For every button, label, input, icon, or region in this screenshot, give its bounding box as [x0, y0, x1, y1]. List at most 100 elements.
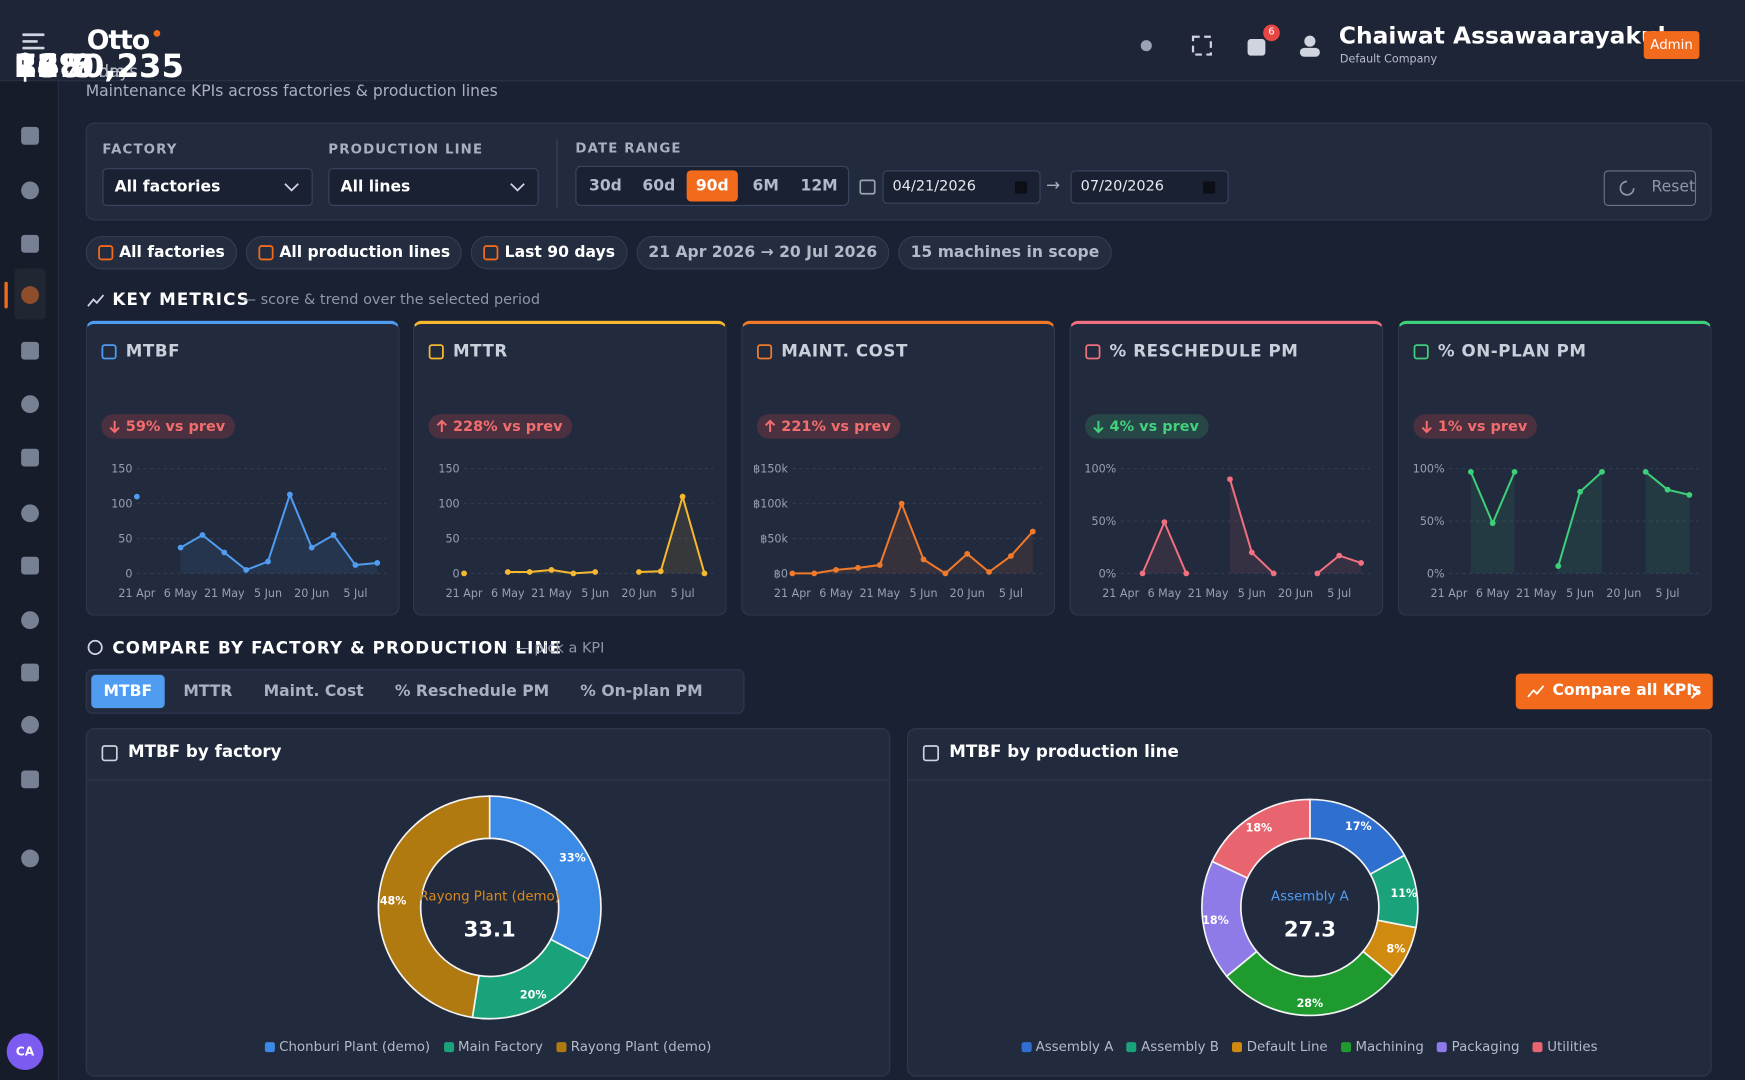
legend-text: Packaging: [1451, 1038, 1520, 1055]
point: [1642, 468, 1649, 475]
nav-active: [4, 281, 8, 309]
menu-line: [22, 40, 38, 43]
chip-text: All factories: [119, 243, 225, 262]
sparkline: 0% 50% 100% 21 Apr 6 May 21 May 5 Jun 20 Jun 5 J…: [1084, 463, 1370, 600]
point: [1248, 549, 1255, 556]
point: [898, 500, 905, 507]
icon: [21, 663, 39, 682]
slice-label: 18%: [1246, 821, 1273, 834]
legend: Chonburi Plant (demo) Main Factory Rayong …: [86, 1038, 891, 1056]
range-button[interactable]: 60d: [642, 177, 676, 195]
point: [789, 570, 796, 577]
divider: [556, 139, 558, 209]
icon: [1527, 685, 1545, 698]
sparkline: 0 50 100 150 21 Apr 6 May 21 May 5 Jun 20 Jun 5 J…: [111, 463, 387, 600]
chip: 21 Apr 2026 → 20 Jul 2026: [636, 236, 890, 270]
x-tick-label: 20 Jun: [950, 587, 985, 600]
logo: Otto: [86, 24, 150, 56]
range-button[interactable]: 6M: [752, 177, 779, 195]
legend-item: Machining: [1341, 1038, 1424, 1056]
change-pill: 59% vs prev: [101, 414, 236, 439]
chip-icon: [98, 245, 114, 261]
legend-swatch: [1232, 1041, 1243, 1052]
range-button[interactable]: 30d: [588, 177, 622, 195]
metric-name: % RESCHEDULE PM: [1109, 340, 1299, 361]
x-tick-label: 5 Jul: [1327, 587, 1351, 600]
section-note: — score & trend over the selected period: [241, 291, 541, 309]
metric-card: MTBF 59% vs prev 0 50 100 150 21 Apr 6 May 21 Ma…: [85, 320, 400, 616]
legend-item: Main Factory: [443, 1038, 543, 1056]
date-input[interactable]: 07/20/2026: [1070, 170, 1229, 204]
metric-value-row: 74%: [14, 47, 303, 87]
point: [1139, 570, 1146, 577]
section-title: KEY METRICS: [112, 289, 250, 310]
chevron: [510, 183, 525, 192]
icon: [101, 344, 117, 360]
metric-icon: [101, 344, 117, 360]
y-tick-label: 0%: [1427, 567, 1445, 580]
calendar-icon: [1203, 181, 1216, 194]
kpi-tab[interactable]: % On-plan PM: [580, 682, 703, 701]
donut: 17% 11% 8% 28% 18% 18% Assembly A 27.3: [1201, 798, 1419, 1017]
kpi-tab[interactable]: MTTR: [183, 682, 233, 701]
kpi-tab[interactable]: % Reschedule PM: [394, 682, 550, 701]
change-arrow: [1421, 420, 1432, 434]
reset-button[interactable]: Reset: [1603, 170, 1697, 206]
section-icon: [87, 294, 105, 307]
point: [1599, 468, 1605, 475]
metric-card: % RESCHEDULE PM 4% vs prev 0% 50% 100% 21 Apr…: [1069, 320, 1384, 616]
slice-label: 17%: [1345, 820, 1372, 833]
slice-label: 48%: [380, 894, 407, 907]
legend-text: Assembly B: [1141, 1038, 1219, 1055]
select[interactable]: All lines: [328, 168, 539, 206]
legend-text: Assembly A: [1035, 1038, 1114, 1055]
icon: [21, 341, 39, 360]
metric-icon: [756, 344, 773, 360]
x-tick-label: 5 Jul: [343, 587, 367, 600]
x-tick-label: 21 May: [1516, 587, 1557, 600]
point: [308, 544, 315, 551]
legend-swatch: [264, 1041, 275, 1052]
x-tick-label: 5 Jul: [1656, 587, 1680, 600]
chip-row: All factories All production lines Last 90…: [85, 236, 1199, 270]
range-button[interactable]: 90d: [686, 170, 738, 202]
top-bar: [0, 0, 1745, 82]
point: [1577, 488, 1584, 495]
y-tick-label: 100: [438, 498, 459, 511]
panel: [907, 728, 1712, 1077]
center-label: Assembly A: [1271, 890, 1350, 905]
point: [855, 564, 861, 571]
point: [811, 570, 818, 577]
metric-card: MTTR 228% vs prev 0 50 100 150 21 Apr 6 May 21 M…: [412, 320, 727, 616]
menu-icon: [22, 33, 45, 50]
metric-value-row: 23.5 days: [14, 47, 303, 87]
range-group: 30d 60d 90d 6M 12M: [575, 165, 850, 206]
panel-title: MTBF by factory: [127, 741, 282, 762]
change-text: 4% vs prev: [1109, 418, 1199, 435]
toolbar-icon: [1191, 35, 1212, 56]
metric-value-row: 16.0 hrs: [14, 47, 303, 87]
range-button[interactable]: 12M: [800, 177, 838, 195]
compare-button[interactable]: Compare all KPIs: [1515, 673, 1713, 710]
icon: [1203, 181, 1216, 194]
line: [792, 500, 1034, 575]
sidebar: [0, 81, 59, 1080]
point: [526, 569, 533, 575]
panel-divider: [907, 779, 1712, 781]
kpi-tab[interactable]: MTBF: [91, 674, 165, 709]
legend-swatch: [1437, 1041, 1448, 1052]
panel-icon: [922, 745, 940, 762]
legend-swatch: [556, 1041, 567, 1052]
select[interactable]: All factories: [102, 168, 313, 206]
y-tick-label: 100%: [1413, 463, 1445, 476]
x-tick-label: 21 Apr: [118, 587, 155, 600]
point: [1358, 560, 1364, 566]
change-text: 1% vs prev: [1437, 418, 1528, 435]
kpi-tab[interactable]: Maint. Cost: [263, 682, 364, 701]
point: [1161, 519, 1168, 526]
date-input[interactable]: 04/21/2026: [882, 170, 1041, 204]
date-separator: →: [1046, 174, 1061, 195]
icon: [258, 245, 274, 261]
point: [199, 532, 206, 538]
point: [1029, 528, 1036, 535]
